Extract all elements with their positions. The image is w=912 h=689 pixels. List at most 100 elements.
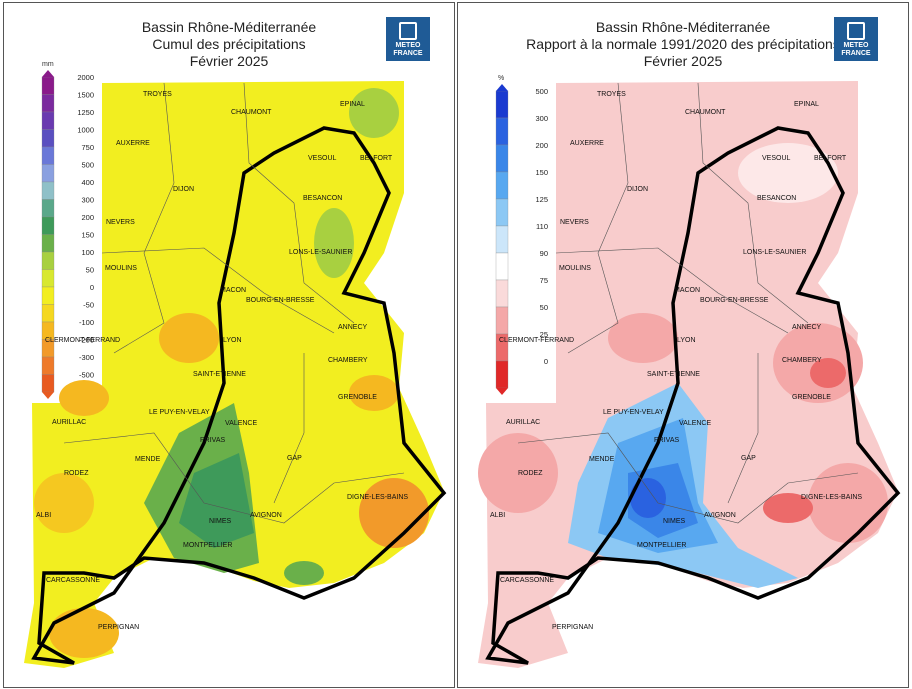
city-label: DIGNE-LES-BAINS — [347, 494, 408, 501]
legend-label: 0 — [90, 283, 94, 292]
city-label: MONTPELLIER — [183, 542, 232, 549]
meteo-france-logo: METEO FRANCE — [834, 17, 878, 61]
city-label: CARCASSONNE — [46, 577, 100, 584]
legend-label: -500 — [79, 371, 94, 380]
city-label: BESANCON — [757, 195, 796, 202]
legend-label: 50 — [540, 303, 548, 312]
precipitation-total-map-panel: Bassin Rhône-Méditerranée Cumul des préc… — [3, 2, 455, 688]
legend-label: 500 — [535, 87, 548, 96]
city-label: PRIVAS — [654, 437, 679, 444]
city-label: CHAUMONT — [231, 109, 272, 116]
city-label: ANNECY — [338, 324, 368, 331]
city-label: BESANCON — [303, 195, 342, 202]
city-label: SAINT-ETIENNE — [193, 371, 246, 378]
city-label: ALBI — [36, 512, 51, 519]
city-label: AVIGNON — [250, 512, 282, 519]
city-label: MENDE — [135, 456, 161, 463]
city-label: PERPIGNAN — [552, 624, 593, 631]
legend-label: 90 — [540, 249, 548, 258]
legend-label: 50 — [86, 266, 94, 275]
department-borders — [63, 82, 405, 524]
city-label: MACON — [674, 287, 700, 294]
city-label: DIJON — [627, 186, 648, 193]
legend-label: 400 — [81, 178, 94, 187]
legend-arrow-top — [496, 84, 508, 91]
legend-label: -200 — [79, 336, 94, 345]
city-label: TROYES — [143, 91, 172, 98]
legend-label: 0 — [544, 357, 548, 366]
legend-label: -300 — [79, 353, 94, 362]
city-label: TROYES — [597, 91, 626, 98]
city-label: CHAMBERY — [328, 357, 368, 364]
city-label: NIMES — [663, 518, 686, 525]
ratio-legend: 500 300 200 150 125 110 90 75 50 25 0 — [495, 84, 548, 395]
legend-label: 1500 — [77, 91, 94, 100]
city-label: BOURG-EN-BRESSE — [700, 297, 769, 304]
legend-label: -50 — [83, 301, 94, 310]
city-label: VALENCE — [679, 420, 711, 427]
city-label: BELFORT — [814, 155, 847, 162]
precipitation-ratio-map-panel: Bassin Rhône-Méditerranée Rapport à la n… — [457, 2, 909, 688]
legend-label: 75 — [540, 276, 548, 285]
map-title-line3: Février 2025 — [189, 53, 269, 69]
legend-unit: mm — [42, 61, 54, 68]
city-label: BOURG-EN-BRESSE — [246, 297, 315, 304]
city-label: AUXERRE — [570, 140, 604, 147]
meteo-france-logo: METEO FRANCE — [386, 17, 430, 61]
city-label: AURILLAC — [52, 419, 86, 426]
city-label: MACON — [220, 287, 246, 294]
city-label: LONS-LE-SAUNIER — [743, 249, 806, 256]
map-title-line3: Février 2025 — [643, 53, 723, 69]
city-label: CLERMONT-FERRAND — [499, 337, 574, 344]
precipitation-legend: 2000150012501000750500400300200150100500… — [41, 70, 94, 399]
city-label: CHAMBERY — [782, 357, 822, 364]
map-title-line1: Bassin Rhône-Méditerranée — [595, 19, 771, 35]
city-label: LONS-LE-SAUNIER — [289, 249, 352, 256]
legend-label: 200 — [81, 213, 94, 222]
city-label: CARCASSONNE — [500, 577, 554, 584]
city-label: VALENCE — [225, 420, 257, 427]
city-label: AVIGNON — [704, 512, 736, 519]
legend-label: 300 — [535, 114, 548, 123]
city-label: SAINT-ETIENNE — [647, 371, 700, 378]
legend-label: 150 — [81, 231, 94, 240]
city-label: MOULINS — [105, 265, 137, 272]
legend-label: 25 — [540, 330, 548, 339]
map-title-line2: Cumul des précipitations — [152, 36, 306, 52]
map-title-line2: Rapport à la normale 1991/2020 des préci… — [526, 36, 840, 52]
legend-arrow-bottom — [42, 392, 54, 399]
legend-unit: % — [498, 75, 505, 82]
legend-label: 300 — [81, 196, 94, 205]
city-label: ANNECY — [792, 324, 822, 331]
city-label: BELFORT — [360, 155, 393, 162]
legend-label: 100 — [81, 248, 94, 257]
city-label: NEVERS — [106, 219, 135, 226]
basin-outline — [31, 126, 447, 665]
city-label: NEVERS — [560, 219, 589, 226]
city-label: LYON — [223, 337, 242, 344]
city-label: MENDE — [589, 456, 615, 463]
city-label: PERPIGNAN — [98, 624, 139, 631]
city-label: EPINAL — [340, 101, 365, 108]
legend-label: 500 — [81, 161, 94, 170]
legend-label: 200 — [535, 141, 548, 150]
city-label: LE PUY-EN-VELAY — [603, 409, 664, 416]
legend-label: 1250 — [77, 108, 94, 117]
legend-label: -100 — [79, 318, 94, 327]
legend-label: 150 — [535, 168, 548, 177]
precipitation-ratio-map — [478, 81, 901, 668]
city-label: AUXERRE — [116, 140, 150, 147]
city-label: RODEZ — [518, 470, 543, 477]
city-label: GRENOBLE — [338, 394, 377, 401]
city-label: DIGNE-LES-BAINS — [801, 494, 862, 501]
legend-arrow-bottom — [496, 388, 508, 395]
legend-label: 125 — [535, 195, 548, 204]
city-label: GAP — [741, 455, 756, 462]
city-label: ALBI — [490, 512, 505, 519]
city-label: PRIVAS — [200, 437, 225, 444]
city-label: GAP — [287, 455, 302, 462]
city-label: LYON — [677, 337, 696, 344]
legend-label: 2000 — [77, 73, 94, 82]
legend-arrow-top — [42, 70, 54, 77]
